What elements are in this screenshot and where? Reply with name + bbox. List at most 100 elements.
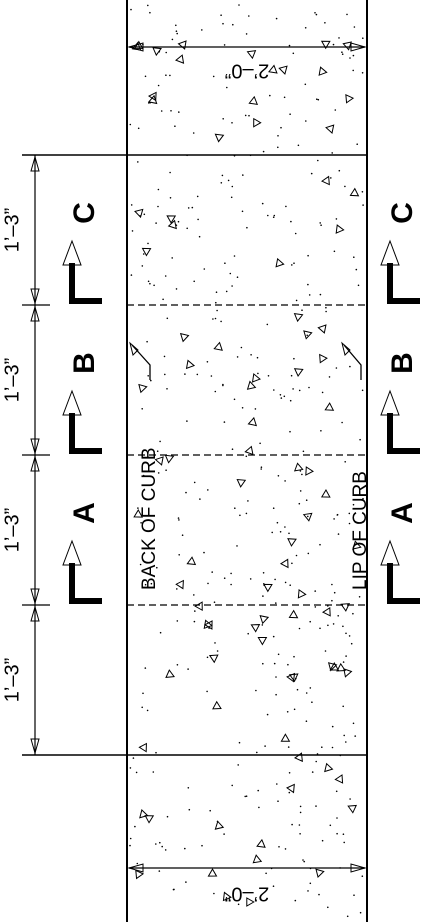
stipple-triangle — [324, 762, 334, 773]
stipple-triangle — [248, 95, 259, 105]
stipple-dot — [302, 859, 304, 861]
dimension-text: 1’–3” — [1, 658, 23, 702]
stipple-dot — [275, 17, 278, 20]
stipple-dot — [203, 268, 206, 270]
stipple-dot — [150, 582, 153, 585]
stipple-dot — [220, 14, 222, 16]
stipple-dot — [186, 227, 188, 230]
stipple-dot — [349, 798, 351, 800]
stipple-dot — [245, 33, 248, 35]
stipple-triangle — [315, 868, 325, 878]
stipple-dot — [311, 701, 313, 703]
stipple-dot — [130, 274, 133, 276]
stipple-dot — [193, 481, 196, 484]
stipple-dot — [277, 146, 279, 149]
stipple-dot — [267, 375, 270, 377]
stipple-triangle — [342, 41, 352, 51]
stipple-triangle — [320, 488, 331, 498]
stipple-triangle — [256, 838, 266, 848]
stipple-dot — [333, 518, 335, 520]
stipple-dot — [222, 118, 224, 120]
stipple-dot — [258, 806, 260, 809]
stipple-dot — [233, 398, 236, 401]
stipple-triangle — [213, 341, 223, 351]
stipple-dot — [361, 875, 364, 877]
stipple-dot — [329, 824, 332, 827]
stipple-dot — [294, 899, 297, 902]
stipple-dot — [223, 421, 226, 423]
stipple-dot — [320, 224, 322, 226]
stipple-dot — [178, 519, 180, 521]
stipple-dot — [324, 22, 326, 24]
stipple-triangle — [186, 556, 197, 566]
stipple-triangle — [302, 512, 313, 522]
stipple-dot — [226, 86, 228, 89]
stipple-dot — [185, 881, 187, 883]
stipple-dot — [177, 517, 180, 519]
stipple-dot — [206, 690, 208, 693]
stipple-dot — [276, 783, 278, 785]
stipple-dot — [332, 43, 335, 46]
stipple-dot — [209, 809, 211, 812]
stipple-triangle — [251, 373, 261, 383]
stipple-triangle — [288, 673, 299, 683]
stipple-dot — [231, 122, 233, 124]
stipple-dot — [227, 179, 230, 182]
stipple-dot — [325, 310, 327, 313]
stipple-dot — [230, 583, 232, 586]
stipple-dot — [293, 357, 295, 360]
stipple-dot — [288, 772, 291, 774]
stipple-dot — [319, 543, 321, 546]
stipple-triangle — [165, 669, 175, 679]
stipple-triangle — [212, 700, 222, 710]
stipple-dot — [162, 298, 164, 301]
stipple-dot — [147, 4, 149, 7]
stipple-dot — [197, 218, 199, 221]
stipple-dot — [178, 554, 180, 556]
stipple-dot — [155, 222, 157, 224]
stipple-dot — [129, 837, 132, 840]
stipple-dot — [261, 202, 264, 205]
stipple-dot — [165, 469, 167, 472]
stipple-dot — [349, 365, 351, 368]
stipple-dot — [245, 795, 248, 797]
stipple-triangle — [305, 466, 314, 476]
stipple-dot — [157, 84, 160, 87]
dimension-bottom: 2’–0” — [127, 863, 367, 905]
stipple-dot — [265, 872, 267, 875]
stipple-dot — [144, 75, 147, 78]
stipple-dot — [335, 367, 338, 369]
section-letter: B — [386, 352, 419, 374]
stipple-dot — [307, 890, 309, 892]
stipple-dot — [307, 552, 310, 555]
stipple-dot — [233, 255, 236, 257]
stipple-dot — [247, 500, 249, 502]
stipple-dot — [315, 13, 318, 16]
stipple-dot — [302, 450, 305, 453]
stipple-triangle — [152, 47, 162, 57]
stipple-dot — [257, 789, 260, 792]
stipple-dot — [358, 596, 361, 598]
stipple-dot — [241, 210, 244, 213]
stipple-dot — [171, 257, 173, 259]
stipple-dot — [349, 57, 351, 59]
stipple-triangle — [347, 804, 358, 814]
stipple-dot — [159, 631, 162, 634]
stipple-dot — [341, 53, 344, 55]
stipple-dot — [289, 113, 291, 115]
stipple-dot — [185, 491, 187, 494]
stipple-dot — [222, 22, 224, 25]
stipple-dot — [271, 531, 274, 534]
stipple-dot — [231, 784, 233, 787]
stipple-dot — [175, 30, 178, 32]
stipple-dot — [187, 787, 190, 789]
stipple-dot — [214, 317, 217, 320]
stipple-triangle — [257, 636, 268, 646]
stipple-dot — [280, 126, 282, 129]
stipple-dot — [353, 26, 356, 28]
section-letter: A — [68, 502, 101, 524]
stipple-dot — [307, 283, 309, 286]
stipple-dot — [176, 620, 179, 622]
stipple-dot — [216, 650, 219, 652]
stipple-dot — [314, 606, 317, 608]
